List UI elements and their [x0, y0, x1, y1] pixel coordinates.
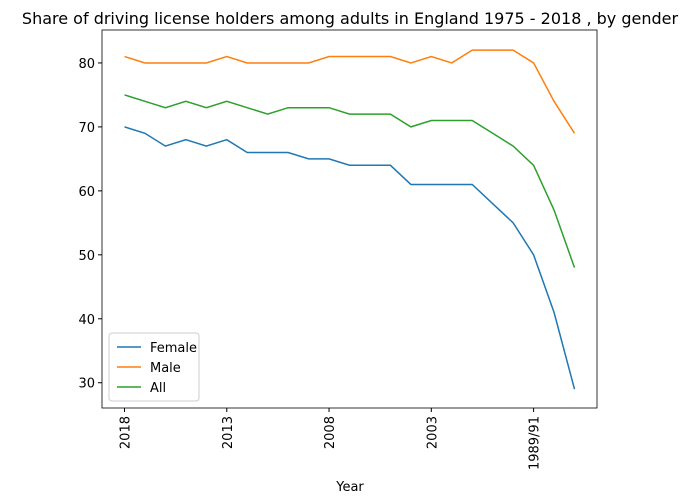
- x-tick-label: 2013: [221, 416, 236, 449]
- legend-box: [108, 332, 200, 402]
- y-tick-label: 30: [78, 377, 95, 392]
- line: [124, 94, 576, 268]
- legend: Female Male All: [108, 332, 200, 402]
- y-tick-label: 80: [78, 57, 95, 72]
- x-tick-label: 1989/91: [528, 416, 543, 470]
- x-tick-label: 2003: [425, 416, 440, 449]
- chart-title: Share of driving license holders among a…: [22, 9, 679, 28]
- legend-label: Female: [150, 341, 197, 356]
- x-tick-label: 2008: [323, 416, 338, 449]
- line: [124, 126, 576, 390]
- y-tick-label: 60: [78, 185, 95, 200]
- plot-frame: [101, 29, 598, 409]
- line: [124, 49, 576, 134]
- legend-label: Male: [150, 361, 181, 376]
- x-tick-label: 2018: [119, 416, 134, 449]
- y-tick-label: 40: [78, 313, 95, 328]
- legend-label: All: [150, 381, 166, 396]
- y-tick-label: 70: [78, 121, 95, 136]
- x-axis-label: Year: [335, 480, 364, 495]
- y-tick-label: 50: [78, 249, 95, 264]
